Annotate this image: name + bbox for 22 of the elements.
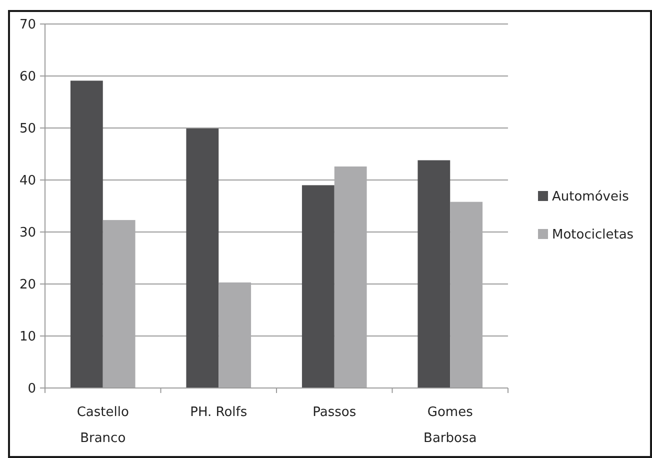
- bar: [450, 202, 483, 388]
- y-tick-label: 40: [19, 174, 36, 189]
- y-tick-label: 60: [19, 70, 36, 85]
- y-tick-label: 30: [19, 226, 36, 241]
- legend-label: Motocicletas: [552, 228, 634, 243]
- bar: [186, 128, 219, 388]
- bar: [70, 80, 103, 388]
- x-tick-label: Gomes Barbosa: [424, 405, 477, 446]
- y-tick-label: 50: [19, 122, 36, 137]
- y-tick-label: 20: [19, 278, 36, 293]
- bar: [102, 220, 136, 388]
- bar: [218, 282, 252, 388]
- x-tick-label: Castello Branco: [76, 405, 129, 446]
- y-tick-label: 10: [19, 330, 36, 345]
- x-tick-label: Passos: [312, 405, 356, 420]
- legend-label: Automóveis: [552, 190, 630, 205]
- bar: [302, 185, 334, 388]
- bar: [418, 160, 450, 388]
- bar: [334, 166, 367, 388]
- y-tick-label: 70: [19, 18, 36, 33]
- y-tick-label: 0: [28, 382, 36, 397]
- x-tick-label: PH. Rolfs: [190, 405, 248, 420]
